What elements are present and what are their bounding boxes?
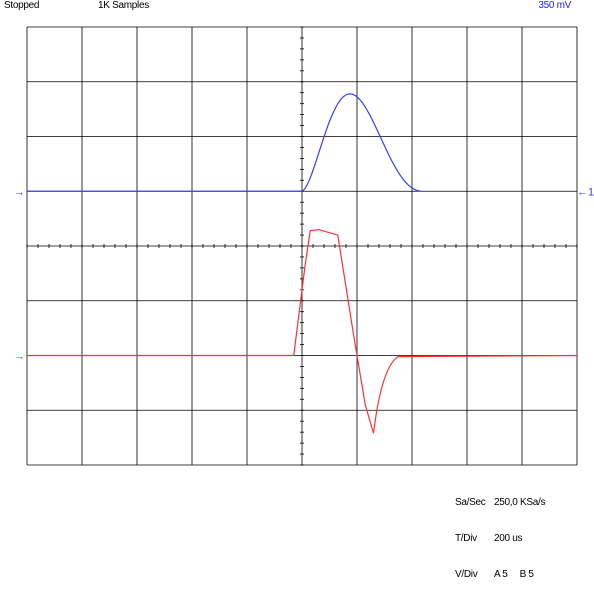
sample-count: 1K Samples xyxy=(98,0,149,11)
center-axis-ticks xyxy=(26,26,578,466)
channel-b-marker-left[interactable]: → xyxy=(14,351,25,363)
time-div-row: T/Div 200 us xyxy=(455,533,545,545)
volt-div-b-value: B 5 xyxy=(519,569,534,580)
channel-a-marker-left[interactable]: → xyxy=(14,186,25,198)
time-div-label: T/Div xyxy=(455,533,477,544)
volt-div-a-value: A 5 xyxy=(494,569,508,580)
volt-div-row: V/Div A 5 B 5 xyxy=(455,569,545,581)
channel-a-trace xyxy=(27,93,421,193)
acquisition-readout: Sa/Sec 250,0 KSa/s T/Div 200 us V/Div A 5 B … xyxy=(455,473,545,593)
sample-rate-label: Sa/Sec xyxy=(455,497,486,508)
scope-display[interactable]: → ←1 → xyxy=(0,0,594,520)
volt-div-label: V/Div xyxy=(455,569,478,580)
channel-a-marker-right[interactable]: ←1 xyxy=(577,186,594,198)
time-div-value: 200 us xyxy=(494,533,523,544)
channel-b-trace xyxy=(27,228,578,434)
sample-rate-row: Sa/Sec 250,0 KSa/s xyxy=(455,497,545,509)
acquisition-status: Stopped xyxy=(4,0,40,11)
volts-readout: 350 mV xyxy=(538,0,571,11)
sample-rate-value: 250,0 KSa/s xyxy=(494,497,546,508)
